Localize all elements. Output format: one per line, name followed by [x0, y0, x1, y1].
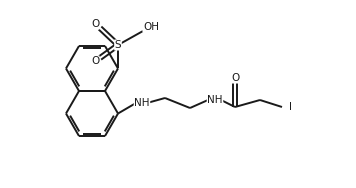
Text: OH: OH [143, 22, 159, 32]
Text: O: O [91, 19, 99, 29]
Text: O: O [231, 73, 239, 83]
Text: I: I [288, 102, 292, 112]
Text: O: O [91, 56, 99, 66]
Text: NH: NH [134, 98, 150, 108]
Text: NH: NH [207, 95, 223, 105]
Text: S: S [115, 40, 121, 50]
